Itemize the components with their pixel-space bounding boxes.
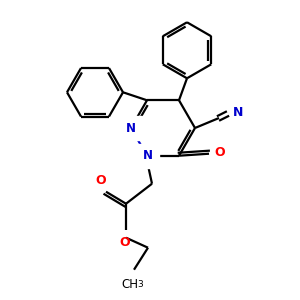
Text: CH: CH	[122, 278, 139, 291]
Text: O: O	[96, 174, 106, 187]
Text: 3: 3	[137, 280, 143, 289]
Text: O: O	[214, 146, 225, 159]
Text: O: O	[120, 236, 130, 249]
Text: N: N	[143, 149, 153, 162]
Text: N: N	[233, 106, 243, 118]
Text: N: N	[126, 122, 136, 134]
